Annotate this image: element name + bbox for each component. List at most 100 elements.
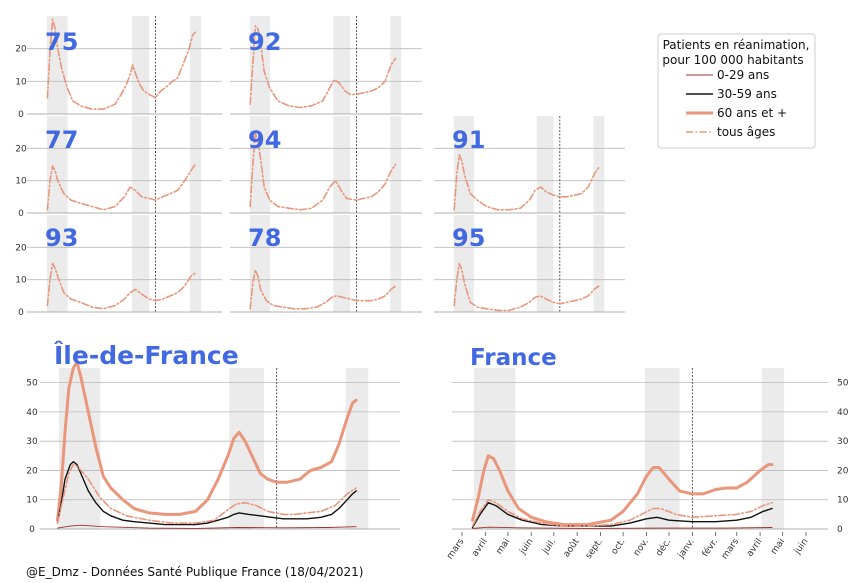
y-tick-label: 50	[837, 379, 849, 389]
panel-title-92: 92	[248, 28, 281, 56]
panel-91: 91	[434, 116, 625, 214]
series-line-dashdot	[453, 262, 600, 312]
panel-title-93: 93	[45, 224, 78, 252]
series-line-dashdot	[56, 463, 357, 524]
x-tick-label: mai	[769, 537, 787, 556]
lockdown-shade-2	[229, 368, 264, 529]
lockdown-shade-3	[189, 215, 202, 312]
x-tick-label: juin	[792, 537, 810, 557]
series-line-dashdot	[249, 269, 397, 310]
panel-title-95: 95	[452, 224, 485, 252]
x-tick-label: avril	[470, 537, 489, 559]
series-line-dashdot	[249, 131, 397, 211]
panel-94: 94	[230, 116, 422, 214]
panel-95: 95	[434, 215, 625, 313]
lockdown-shade-3	[593, 215, 605, 312]
legend-box	[657, 33, 816, 149]
lockdown-shade-1	[453, 215, 474, 312]
lockdown-shade-3	[390, 215, 402, 312]
x-tick-label: avril	[745, 537, 764, 559]
lockdown-shade-2	[131, 116, 150, 213]
y-tick-label: 20	[837, 466, 849, 476]
panel-title-91: 91	[452, 126, 485, 154]
x-tick-label: janv.	[676, 537, 697, 561]
lockdown-shade-1	[59, 368, 101, 529]
series-line-solid	[471, 502, 773, 529]
lockdown-shade-3	[390, 16, 402, 114]
series-line-dashdot	[46, 262, 196, 310]
y-tick-label: 10	[837, 496, 849, 506]
y-tick-label: 10	[26, 496, 38, 506]
series-line-solid-thin	[472, 526, 773, 529]
lockdown-shade-2	[333, 116, 351, 213]
x-tick-label: oct.	[610, 537, 628, 557]
y-tick-label: 0	[18, 110, 24, 120]
y-tick-label: 0	[18, 209, 24, 219]
lockdown-shade-2	[333, 16, 351, 114]
y-tick-label: 10	[15, 276, 27, 286]
y-tick-label: 20	[15, 243, 27, 253]
legend-label-0-29-ans: 0-29 ans	[717, 68, 769, 82]
lockdown-shade-2	[536, 215, 554, 312]
x-tick-label: sept.	[584, 537, 605, 561]
series-line-solid-thin	[57, 524, 357, 529]
y-tick-label: 30	[26, 437, 38, 447]
credit-line: @E_Dmz - Données Santé Publique France (…	[26, 565, 363, 579]
series-line-dashdot	[471, 498, 773, 527]
y-tick-label: 0	[837, 525, 843, 535]
panel-77: 0 10 20 77	[15, 116, 222, 219]
lockdown-shade-2	[333, 215, 351, 312]
x-tick-label: août	[562, 537, 582, 560]
series-line-dashdot	[249, 25, 397, 109]
panel-title-france: France	[470, 345, 557, 371]
panel-ile-de-france: 0 10 20 30 40 50 Île-de-France	[26, 341, 400, 535]
y-tick-label: 20	[15, 45, 27, 55]
x-tick-label: mai	[495, 537, 513, 556]
y-tick-label: 40	[26, 408, 38, 418]
y-tick-label: 0	[18, 308, 24, 318]
legend-label-60-ans-et: 60 ans et +	[717, 106, 787, 120]
x-tick-label: févr.	[700, 536, 720, 559]
x-tick-label: mars	[445, 537, 466, 562]
x-tick-label: mars	[720, 537, 741, 562]
lockdown-shade-1	[249, 215, 271, 312]
lockdown-shade-1	[46, 16, 68, 114]
panel-title-75: 75	[45, 28, 78, 56]
legend-label-tous-ages: tous âges	[717, 125, 775, 139]
lockdown-shade-3	[189, 116, 202, 213]
panel-title-77: 77	[45, 126, 78, 154]
x-tick-label: juin	[518, 537, 536, 557]
lockdown-shade-3	[593, 116, 605, 213]
series-line-solid-thick	[56, 360, 358, 522]
x-tick-label: juil.	[540, 537, 558, 557]
y-tick-label: 20	[15, 144, 27, 154]
legend-title-line-1: Patients en réanimation,	[663, 38, 810, 52]
panel-93: 0 10 20 93	[15, 215, 222, 318]
lockdown-shade-2	[131, 215, 150, 312]
x-tick-label: déc.	[654, 536, 674, 558]
legend: Patients en réanimation, pour 100 000 ha…	[657, 33, 816, 149]
panel-title-ile-de-france: Île-de-France	[54, 341, 239, 370]
panel-92: 92	[230, 16, 422, 115]
panel-78: 78	[230, 215, 422, 313]
lockdown-shade-3	[189, 16, 202, 114]
panel-75: 0 10 20 75	[15, 16, 222, 120]
series-line-dashdot	[46, 18, 196, 110]
lockdown-shade-2	[644, 368, 680, 529]
y-tick-label: 50	[26, 379, 38, 389]
series-line-solid-thick	[471, 454, 774, 527]
lockdown-shade-3	[345, 368, 369, 529]
lockdown-shade-2	[536, 116, 554, 213]
series-line-dashdot	[46, 163, 196, 211]
y-tick-label: 0	[29, 525, 35, 535]
lockdown-shade-2	[131, 16, 150, 114]
x-tick-label: nov.	[632, 537, 651, 558]
y-tick-label: 20	[26, 466, 38, 476]
legend-items: 0-29 ans 30-59 ans 60 ans et + tous âges	[686, 68, 787, 139]
y-tick-label: 30	[837, 437, 849, 447]
legend-title-line-2: pour 100 000 habitants	[662, 53, 803, 67]
panel-title-78: 78	[248, 224, 281, 252]
panel-title-94: 94	[248, 126, 281, 154]
